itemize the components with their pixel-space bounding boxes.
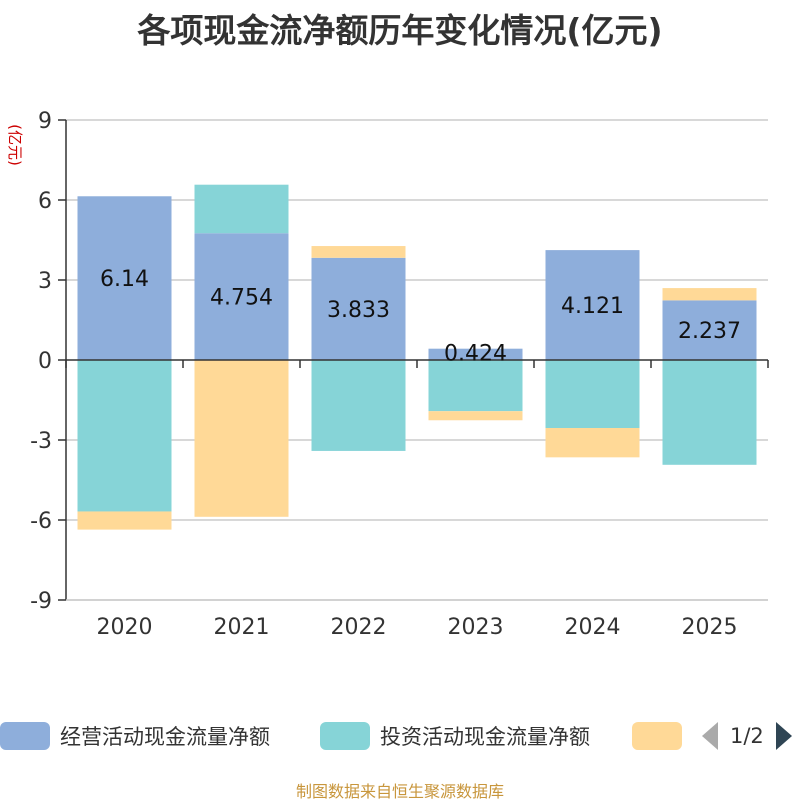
legend-swatch-operating (0, 722, 50, 750)
data-label: 4.754 (210, 286, 273, 311)
x-tick-label: 2023 (448, 615, 504, 640)
bar-series0-2025[interactable] (662, 300, 757, 360)
data-label: 6.14 (100, 267, 149, 292)
bar-series0-2022[interactable] (311, 257, 406, 360)
bar-series1-2022[interactable] (311, 360, 406, 451)
bar-series0-2023[interactable] (428, 348, 523, 360)
bar-series1-2020[interactable] (77, 360, 172, 512)
bar-series0-2021[interactable] (194, 233, 289, 360)
axes: 9 6 3 0 -3 -6 -9 2020 2021 2022 2023 2024 2025 (亿元) (6, 109, 769, 640)
y-tick-label: 6 (38, 189, 52, 214)
y-tick-label: 9 (38, 109, 52, 134)
x-tick-label: 2022 (331, 615, 387, 640)
bar-series1-2021[interactable] (194, 184, 289, 234)
y-tick-label: -6 (30, 509, 52, 534)
bar-series1-2024[interactable] (545, 360, 640, 428)
bars (77, 184, 757, 530)
source-note: 制图数据来自恒生聚源数据库 (295, 782, 504, 801)
data-label: 0.424 (444, 342, 507, 367)
legend-item-third[interactable] (632, 716, 682, 756)
x-tick-label: 2025 (682, 615, 738, 640)
legend-item-operating[interactable]: 经营活动现金流量净额 (0, 716, 270, 756)
y-tick-label: -3 (30, 429, 52, 454)
legend-label-investing: 投资活动现金流量净额 (380, 725, 590, 749)
pager-next-icon[interactable] (775, 722, 792, 750)
legend-label-operating: 经营活动现金流量净额 (60, 725, 270, 749)
pager-prev-icon[interactable] (702, 722, 718, 750)
bar-series2-2023[interactable] (428, 411, 523, 421)
pager-text: 1/2 (730, 724, 764, 748)
y-tick-label: 0 (38, 349, 52, 374)
bar-series2-2024[interactable] (545, 428, 640, 458)
bar-series0-2020[interactable] (77, 196, 172, 360)
data-label: 3.833 (327, 298, 390, 323)
x-tick-label: 2021 (214, 615, 270, 640)
chart-title: 各项现金流净额历年变化情况(亿元) (137, 11, 663, 50)
bar-series2-2025[interactable] (662, 288, 757, 301)
chart-plot: 9 6 3 0 -3 -6 -9 2020 2021 2022 2023 2024 2025 (亿元) 6… (6, 109, 769, 640)
data-label: 4.121 (561, 294, 624, 319)
x-tick-label: 2024 (565, 615, 621, 640)
bar-series2-2021[interactable] (194, 360, 289, 517)
legend-swatch-third (632, 722, 682, 750)
x-tick-label: 2020 (97, 615, 153, 640)
bar-series0-2024[interactable] (545, 250, 640, 360)
bar-series2-2022[interactable] (311, 246, 406, 258)
data-labels: 6.14 4.754 3.833 0.424 4.121 2.237 (100, 267, 741, 367)
data-label: 2.237 (678, 319, 741, 344)
bar-series1-2023[interactable] (428, 360, 523, 412)
bar-series2-2020[interactable] (77, 511, 172, 530)
y-tick-label: -9 (30, 589, 52, 614)
legend-item-investing[interactable]: 投资活动现金流量净额 (320, 716, 590, 756)
legend: 经营活动现金流量净额 投资活动现金流量净额 1/2 (0, 716, 800, 756)
y-axis-label: (亿元) (6, 124, 24, 166)
legend-swatch-investing (320, 722, 370, 750)
bar-series1-2025[interactable] (662, 360, 757, 465)
legend-pager: 1/2 (702, 716, 792, 756)
y-tick-label: 3 (38, 269, 52, 294)
